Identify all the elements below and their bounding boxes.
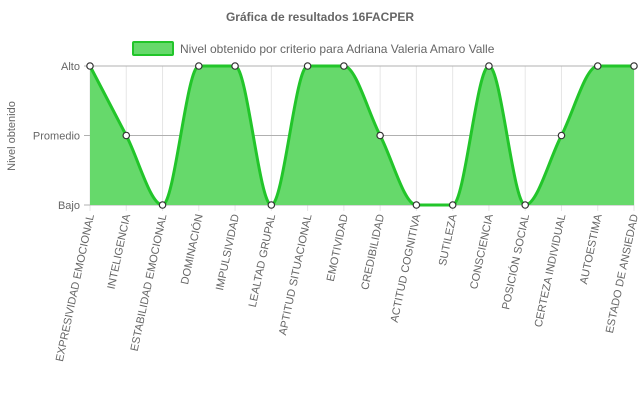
data-point[interactable] (412, 201, 421, 209)
x-tick-label: CONSCIENCIA (468, 212, 496, 290)
legend-label[interactable]: Nivel obtenido por criterio para Adriana… (180, 42, 495, 56)
x-tick-label: SUTILEZA (437, 212, 460, 267)
data-point[interactable] (195, 62, 203, 70)
x-tick-label: IMPULSIVIDAD (214, 213, 242, 291)
series-line (88, 64, 634, 207)
x-tick-label: CREDIBILIDAD (359, 213, 387, 291)
x-tick-label: AUTOESTIMA (578, 212, 605, 285)
data-area (88, 64, 634, 207)
legend-swatch[interactable] (132, 41, 174, 56)
x-tick-label: POSICIÓN SOCIAL (499, 213, 532, 311)
x-ticks: EXPRESIVIDAD EMOCIONAL INTELIGENCIAESTABI… (54, 212, 639, 362)
data-point[interactable] (376, 131, 384, 140)
y-tick-label: Alto (61, 61, 80, 73)
y-tick-label: Bajo (58, 200, 80, 212)
x-tick-label: APTITUD SITUACIONAL (277, 213, 314, 336)
x-tick-label: CERTEZA INDIVIDUAL (533, 213, 569, 328)
x-tick-label: LEALTAD GRUPAL (247, 213, 278, 308)
y-tick-label: Promedio (33, 131, 80, 143)
data-point[interactable] (521, 201, 530, 209)
data-point[interactable] (267, 201, 276, 209)
x-tick-label: EMOTIVIDAD (325, 213, 351, 283)
x-tick-label: INTELIGENCIA (106, 212, 134, 290)
data-point[interactable] (593, 62, 602, 70)
data-point[interactable] (122, 131, 131, 140)
data-point[interactable] (340, 62, 348, 70)
data-point[interactable] (158, 201, 167, 209)
y-ticks: Bajo Promedio Alto (33, 61, 80, 212)
data-point[interactable] (231, 62, 239, 70)
series-area-fill (90, 66, 634, 205)
x-tick-label: DOMINACIÓN (178, 213, 206, 286)
data-point[interactable] (448, 201, 457, 209)
x-tick-label: ESTABILIDAD EMOCIONAL (129, 213, 170, 352)
data-point[interactable] (86, 62, 94, 70)
data-point[interactable] (303, 62, 312, 70)
data-points[interactable] (86, 62, 638, 209)
y-axis-label: Nivel obtenido (6, 101, 18, 171)
x-tick-label: ESTADO DE ANSIEDAD (604, 213, 639, 334)
data-point[interactable] (630, 62, 638, 70)
chart-title: Gráfica de resultados 16FACPER (226, 10, 414, 24)
legend[interactable]: Nivel obtenido por criterio para Adriana… (132, 41, 495, 56)
data-point[interactable] (485, 62, 493, 70)
x-tick-label: ACTITUD COGNITIVA (389, 212, 424, 323)
data-point[interactable] (557, 131, 566, 140)
x-tick-label: EXPRESIVIDAD EMOCIONAL (54, 213, 97, 363)
